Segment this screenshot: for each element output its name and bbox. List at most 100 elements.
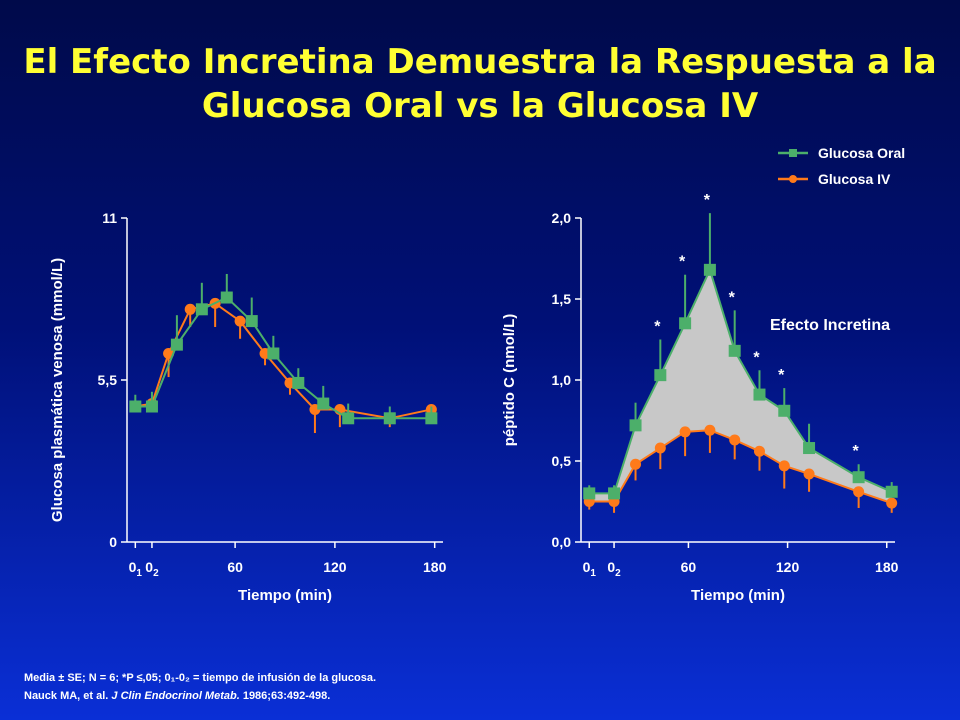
y-axis-label: Glucosa plasmática venosa (mmol/L) [49, 258, 66, 522]
legend-oral-marker [789, 149, 797, 157]
footnote-1: Media ± SE; N = 6; *P ≤,05; 0₁-0₂ = tiem… [24, 672, 377, 684]
y-tick-label: 2,0 [552, 210, 572, 226]
data-point-iv [654, 442, 666, 454]
title-line-2: Glucosa Oral vs la Glucosa IV [201, 86, 759, 126]
x-tick-label: 180 [423, 559, 447, 575]
data-point-iv [853, 486, 865, 498]
data-point-oral [885, 485, 898, 498]
data-point-iv [234, 315, 246, 327]
y-tick-label: 0 [109, 534, 117, 550]
significance-star: * [679, 254, 686, 271]
x-tick-label: 120 [323, 559, 347, 575]
data-point-iv [729, 434, 741, 446]
x-tick-label: 60 [681, 559, 697, 575]
significance-star: * [729, 289, 736, 306]
x-tick-label: 60 [227, 559, 243, 575]
incretin-effect-label: Efecto Incretina [770, 317, 890, 334]
data-point-oral [383, 412, 396, 425]
data-point-oral [245, 315, 258, 328]
legend-iv-marker [789, 175, 797, 183]
legend-oral-label: Glucosa Oral [818, 145, 905, 161]
x-tick-label: 02 [145, 559, 159, 579]
x-tick-label-sub: 1 [136, 568, 142, 579]
footnote-rest: 1986;63:492-498. [239, 690, 331, 702]
footnote-authors: Nauck MA, et al. [24, 690, 112, 702]
data-point-iv [630, 458, 642, 470]
data-point-iv [679, 426, 691, 438]
x-tick-label-main: 0 [129, 559, 137, 575]
data-point-oral [425, 412, 438, 425]
significance-star: * [853, 443, 860, 460]
x-tick-label-main: 120 [323, 559, 347, 575]
x-tick-label-sub: 1 [590, 568, 596, 579]
x-tick-label: 01 [583, 559, 597, 579]
data-point-oral [703, 263, 716, 276]
y-tick-label: 0,0 [552, 534, 572, 550]
data-point-oral [129, 400, 142, 413]
x-tick-label-sub: 2 [153, 568, 159, 579]
significance-star: * [778, 367, 785, 384]
data-point-oral [778, 404, 791, 417]
y-tick-label: 0,5 [552, 453, 572, 469]
data-point-oral [170, 338, 183, 351]
x-tick-label-main: 180 [875, 559, 899, 575]
x-tick-label-main: 120 [776, 559, 800, 575]
data-point-oral [145, 400, 158, 413]
data-point-oral [292, 376, 305, 389]
significance-star: * [753, 349, 760, 366]
y-tick-label: 5,5 [98, 372, 118, 388]
data-point-oral [629, 419, 642, 432]
data-point-oral [583, 487, 596, 500]
data-point-iv [803, 468, 815, 480]
footnote-2: Nauck MA, et al. J Clin Endocrinol Metab… [24, 690, 330, 702]
y-tick-label: 11 [102, 210, 117, 226]
y-tick-label: 1,5 [552, 291, 572, 307]
x-tick-label: 01 [129, 559, 143, 579]
footnote-journal: J Clin Endocrinol Metab. [111, 690, 240, 702]
data-point-oral [342, 412, 355, 425]
x-tick-label-main: 0 [145, 559, 153, 575]
significance-star: * [704, 192, 711, 209]
data-point-iv [886, 497, 898, 509]
x-axis-label: Tiempo (min) [238, 587, 332, 604]
x-tick-label-main: 60 [681, 559, 697, 575]
x-tick-label-main: 0 [607, 559, 615, 575]
x-tick-label-main: 180 [423, 559, 447, 575]
y-tick-label: 1,0 [552, 372, 572, 388]
data-point-oral [195, 303, 208, 316]
data-point-oral [608, 487, 621, 500]
data-point-oral [317, 397, 330, 410]
legend: Glucosa Oral Glucosa IV [778, 145, 905, 187]
data-point-iv [184, 303, 196, 315]
title-line-1: El Efecto Incretina Demuestra la Respues… [23, 42, 937, 82]
x-tick-label: 02 [607, 559, 621, 579]
data-point-oral [753, 388, 766, 401]
x-axis-label: Tiempo (min) [691, 587, 785, 604]
y-axis-label: péptido C (nmol/L) [501, 314, 518, 446]
x-tick-label-sub: 2 [615, 568, 621, 579]
x-tick-label: 120 [776, 559, 800, 575]
data-point-oral [220, 291, 233, 304]
series-line-oral [589, 267, 893, 495]
data-point-oral [852, 471, 865, 484]
data-point-oral [654, 369, 667, 382]
data-point-oral [803, 442, 816, 455]
data-point-iv [778, 460, 790, 472]
data-point-oral [267, 347, 280, 360]
series-line-iv [135, 302, 432, 420]
legend-iv-label: Glucosa IV [818, 171, 891, 187]
data-point-oral [679, 317, 692, 330]
x-tick-label-main: 0 [583, 559, 591, 575]
series-line-iv [589, 429, 893, 505]
data-point-oral [728, 344, 741, 357]
data-point-iv [704, 424, 716, 436]
data-point-iv [753, 445, 765, 457]
series-line-oral [135, 296, 432, 420]
x-tick-label-main: 60 [227, 559, 243, 575]
x-tick-label: 180 [875, 559, 899, 575]
significance-star: * [654, 319, 661, 336]
page-title: El Efecto Incretina Demuestra la Respues… [0, 40, 960, 128]
